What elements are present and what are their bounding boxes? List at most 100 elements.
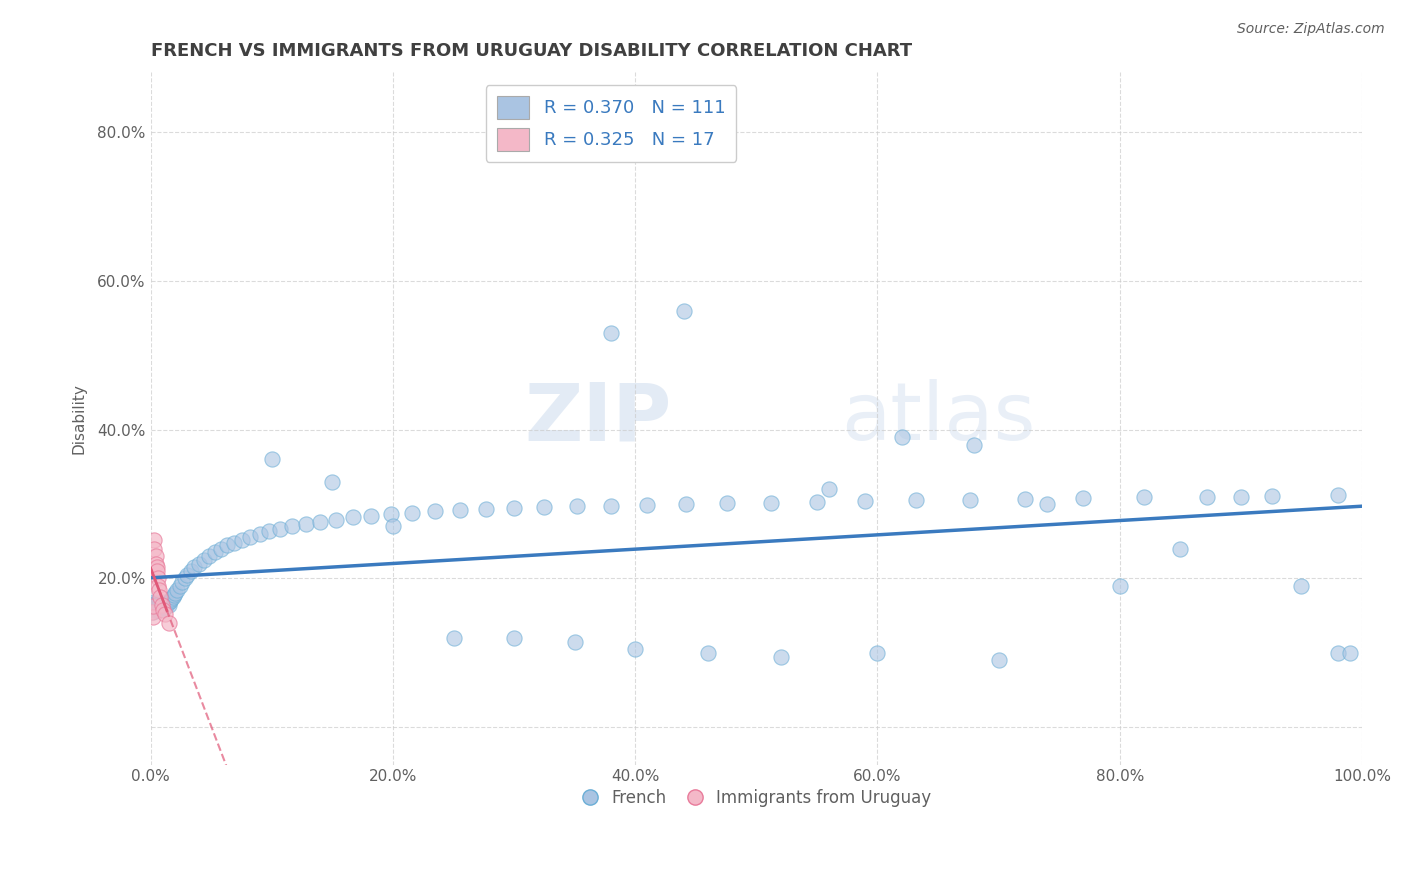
Point (155, 597, 177, 611)
Point (759, 495, 782, 509)
Point (149, 599, 172, 613)
Point (1291, 579, 1313, 593)
Point (321, 475, 343, 489)
Point (145, 557, 167, 571)
Point (176, 567, 198, 582)
Point (146, 579, 169, 593)
Point (806, 495, 828, 509)
Point (163, 588, 186, 602)
Point (155, 599, 177, 613)
Point (142, 598, 165, 612)
Point (259, 524, 281, 538)
Point (1108, 579, 1130, 593)
Point (145, 599, 167, 613)
Point (1326, 646, 1348, 660)
Point (672, 303, 695, 318)
Point (905, 493, 928, 508)
Point (145, 601, 167, 615)
Point (249, 526, 271, 541)
Point (624, 642, 647, 657)
Point (141, 605, 163, 619)
Y-axis label: Disability: Disability (72, 383, 86, 454)
Point (145, 549, 167, 563)
Point (155, 598, 177, 612)
Point (716, 496, 738, 510)
Point (146, 599, 169, 614)
Point (818, 482, 841, 496)
Point (963, 437, 986, 451)
Point (153, 595, 176, 609)
Point (148, 603, 170, 617)
Point (148, 599, 170, 613)
Point (1014, 491, 1036, 506)
Point (401, 506, 423, 520)
Point (143, 595, 166, 609)
Point (159, 594, 181, 608)
Point (209, 541, 232, 556)
Point (143, 541, 166, 556)
Point (146, 597, 169, 611)
Point (152, 600, 174, 615)
Point (145, 564, 167, 578)
Point (503, 500, 526, 515)
Text: Source: ZipAtlas.com: Source: ZipAtlas.com (1237, 22, 1385, 37)
Point (162, 590, 184, 604)
Point (152, 603, 174, 617)
Point (150, 602, 173, 616)
Point (155, 599, 177, 614)
Point (145, 600, 167, 615)
Point (309, 515, 332, 529)
Point (150, 598, 173, 612)
Point (145, 598, 167, 612)
Text: atlas: atlas (841, 379, 1036, 458)
Point (142, 599, 165, 613)
Point (163, 586, 186, 600)
Point (675, 497, 697, 511)
Point (360, 508, 382, 523)
Point (239, 530, 262, 544)
Point (325, 513, 347, 527)
Point (866, 646, 889, 660)
Point (143, 603, 166, 617)
Point (342, 510, 364, 524)
Text: FRENCH VS IMMIGRANTS FROM URUGUAY DISABILITY CORRELATION CHART: FRENCH VS IMMIGRANTS FROM URUGUAY DISABI… (150, 42, 912, 60)
Point (269, 522, 291, 536)
Point (769, 649, 792, 664)
Point (696, 646, 718, 660)
Point (183, 560, 205, 574)
Point (215, 538, 238, 552)
Point (150, 599, 173, 614)
Point (564, 634, 586, 648)
Point (156, 596, 179, 610)
Point (1168, 541, 1191, 556)
Point (565, 500, 588, 514)
Point (1230, 490, 1253, 504)
Point (146, 572, 169, 586)
Point (149, 601, 172, 615)
Point (169, 579, 191, 593)
Point (260, 452, 283, 467)
Point (987, 653, 1010, 667)
Point (1036, 497, 1059, 511)
Point (152, 599, 174, 613)
Point (1133, 491, 1156, 505)
Point (145, 603, 167, 617)
Point (475, 502, 498, 516)
Point (188, 557, 211, 571)
Point (180, 564, 202, 578)
Point (636, 498, 658, 512)
Point (143, 533, 166, 547)
Point (380, 508, 402, 522)
Point (281, 519, 304, 533)
Point (204, 545, 226, 559)
Point (155, 607, 177, 622)
Point (600, 326, 623, 340)
Point (1073, 491, 1095, 505)
Point (166, 582, 188, 597)
Point (143, 599, 166, 614)
Point (1261, 489, 1284, 503)
Point (172, 575, 194, 590)
Point (157, 595, 180, 609)
Point (600, 499, 623, 513)
Point (533, 500, 555, 514)
